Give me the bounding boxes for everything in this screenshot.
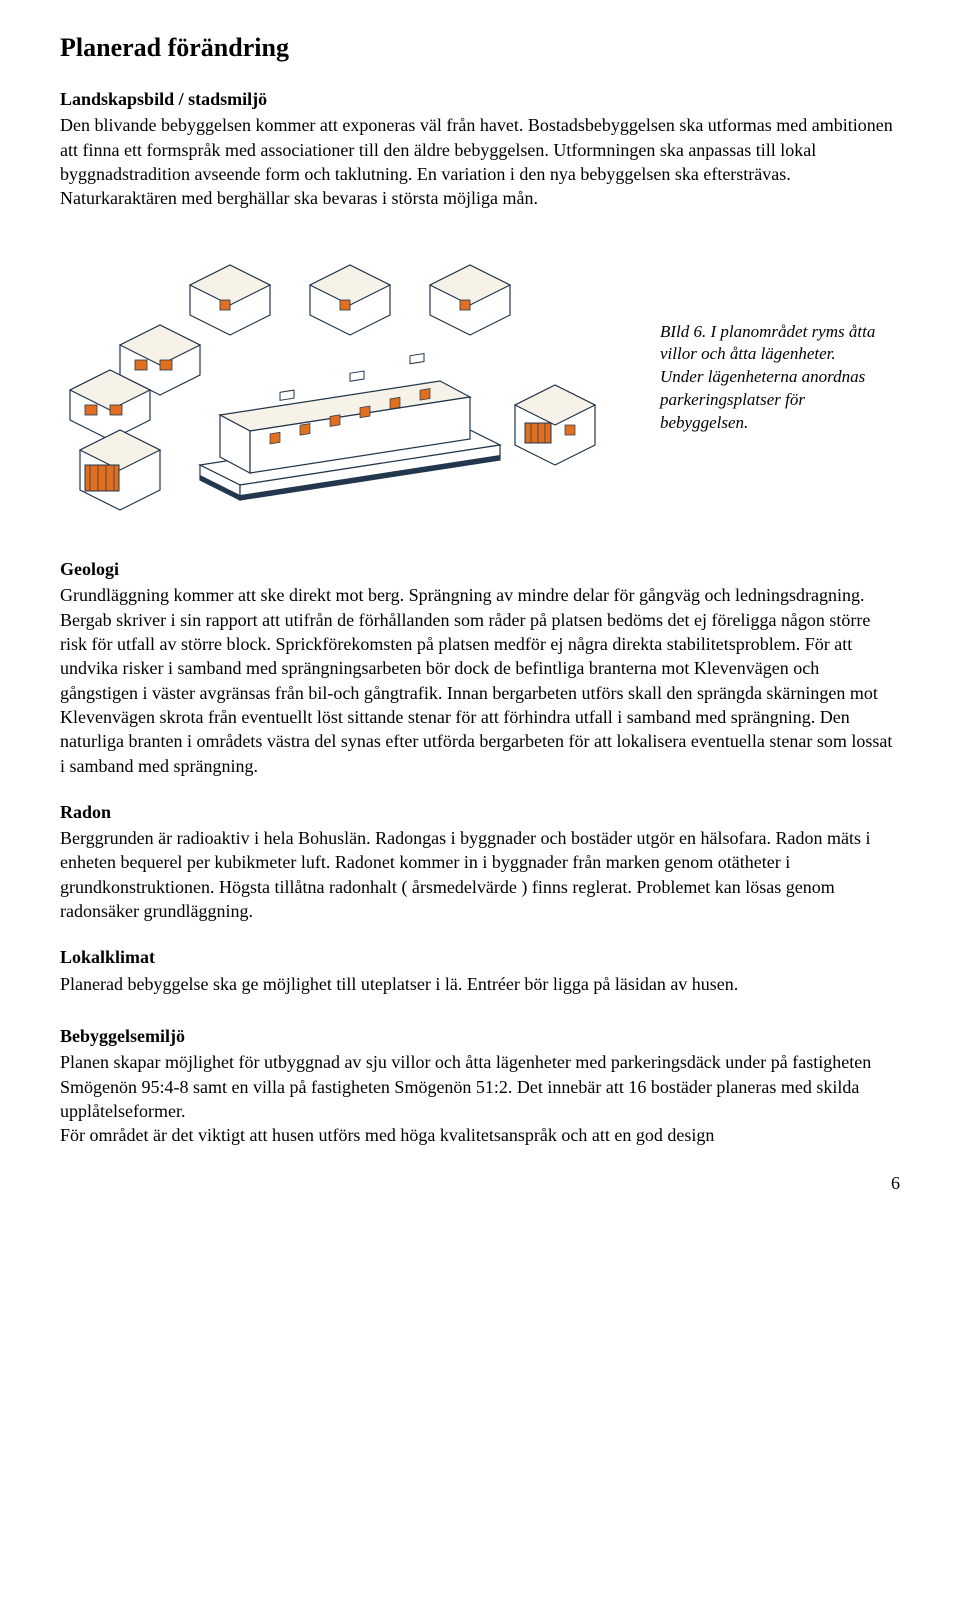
section-lokalklimat: Lokalklimat Planerad bebyggelse ska ge m… [60, 945, 900, 996]
heading-landskap: Landskapsbild / stadsmiljö [60, 87, 900, 111]
section-bebyggelsemiljo: Bebyggelsemiljö Planen skapar möjlighet … [60, 1024, 900, 1147]
heading-lokalklimat: Lokalklimat [60, 945, 900, 969]
building-illustration [60, 235, 620, 522]
section-landskap: Landskapsbild / stadsmiljö Den blivande … [60, 87, 900, 210]
heading-radon: Radon [60, 800, 900, 824]
figure-caption: BIld 6. I planområdet ryms åtta villor o… [660, 321, 880, 436]
body-radon: Berggrunden är radioaktiv i hela Bohuslä… [60, 826, 900, 923]
heading-geologi: Geologi [60, 557, 900, 581]
section-geologi: Geologi Grundläggning kommer att ske dir… [60, 557, 900, 778]
section-radon: Radon Berggrunden är radioaktiv i hela B… [60, 800, 900, 923]
body-bebyggelsemiljo: Planen skapar möjlighet för utbyggnad av… [60, 1050, 900, 1147]
body-landskap: Den blivande bebyggelsen kommer att expo… [60, 113, 900, 210]
body-lokalklimat: Planerad bebyggelse ska ge möjlighet til… [60, 972, 900, 996]
page-title: Planerad förändring [60, 30, 900, 65]
figure-area: BIld 6. I planområdet ryms åtta villor o… [60, 235, 900, 522]
page-number: 6 [60, 1171, 900, 1195]
body-geologi: Grundläggning kommer att ske direkt mot … [60, 583, 900, 777]
heading-bebyggelsemiljo: Bebyggelsemiljö [60, 1024, 900, 1048]
